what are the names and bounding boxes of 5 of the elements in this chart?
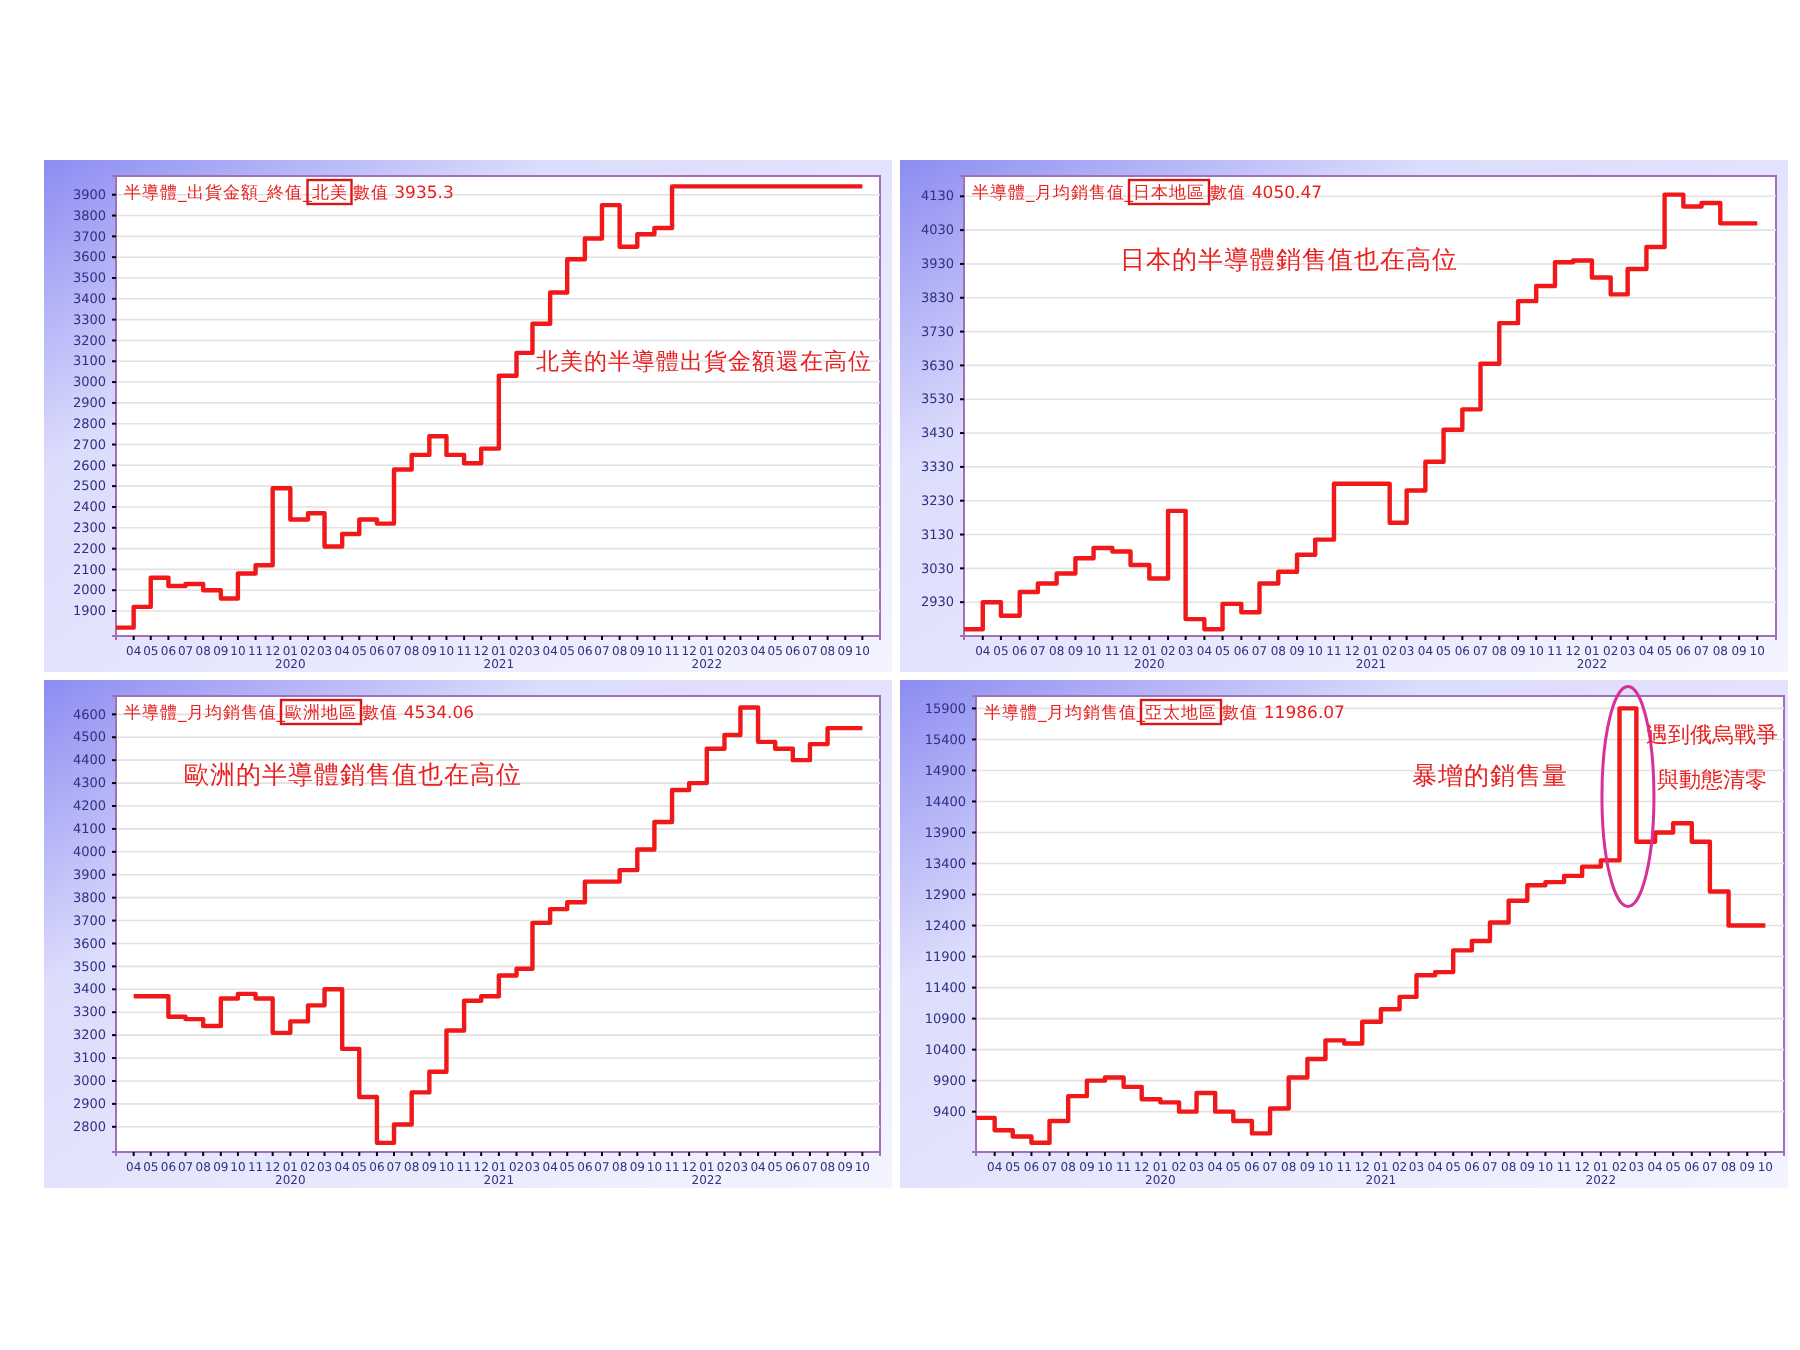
annotation: 北美的半導體出貨金額還在高位 <box>536 347 872 376</box>
annotation: 與動態清零 <box>1657 767 1768 794</box>
annotation: 歐洲的半導體銷售值也在高位 <box>183 758 522 789</box>
annotation: 暴增的銷售量 <box>1411 760 1568 791</box>
annotation: 日本的半導體銷售值也在高位 <box>1119 244 1458 274</box>
